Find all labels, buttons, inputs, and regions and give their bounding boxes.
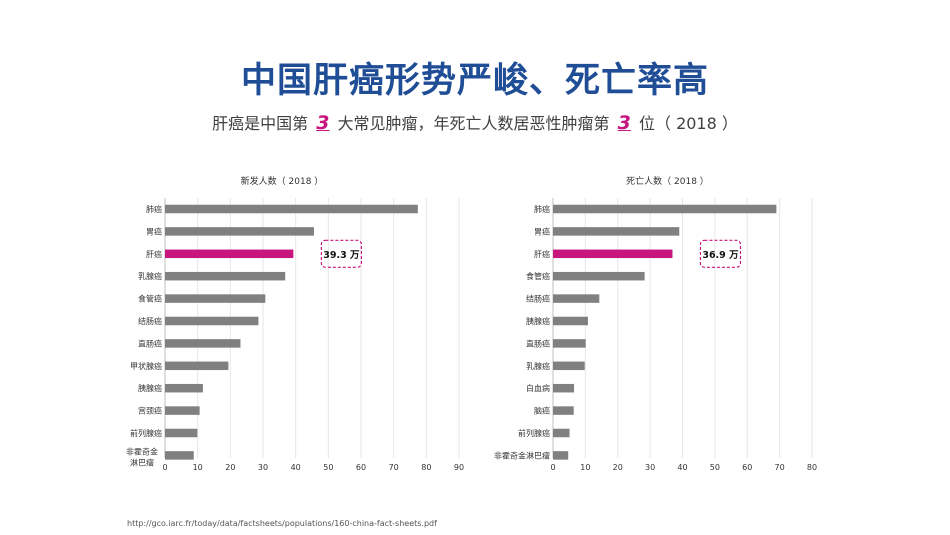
bar bbox=[553, 451, 569, 460]
bar bbox=[165, 204, 418, 214]
bar bbox=[553, 406, 574, 415]
category-label: 结肠癌 bbox=[526, 294, 550, 304]
category-label: 前列腺癌 bbox=[130, 428, 162, 438]
x-tick-label: 50 bbox=[710, 463, 720, 472]
x-tick-label: 70 bbox=[389, 463, 399, 472]
annotation-label: 39.3 万 bbox=[323, 250, 360, 261]
deaths-chart: 死亡人数（ 2018 ） 0 10 20 30 40 50 60 70 80 肺癌胃癌肝癌食管癌结肠… bbox=[488, 170, 858, 480]
x-tick-label: 80 bbox=[807, 463, 817, 472]
x-tick-label: 50 bbox=[323, 463, 333, 472]
bar bbox=[165, 294, 266, 303]
x-tick-label: 60 bbox=[742, 463, 752, 472]
chart-title: 新发人数（ 2018 ） bbox=[241, 175, 324, 187]
bar bbox=[165, 339, 241, 348]
x-tick-label: 0 bbox=[162, 463, 167, 472]
bar bbox=[553, 294, 600, 303]
bar bbox=[553, 227, 680, 236]
subtitle-part2: 大常见肿瘤，年死亡人数居恶性肿瘤第 bbox=[337, 114, 610, 133]
category-label: 食管癌 bbox=[526, 271, 550, 281]
bar bbox=[165, 383, 203, 393]
bar bbox=[165, 227, 314, 236]
bar bbox=[553, 383, 575, 393]
annotation-box bbox=[320, 239, 362, 268]
x-tick-label: 0 bbox=[550, 463, 555, 472]
category-label: 结肠癌 bbox=[138, 316, 162, 326]
bar bbox=[165, 271, 286, 281]
bar bbox=[553, 339, 586, 348]
category-label: 食管癌 bbox=[138, 294, 162, 304]
category-label: 宫颈癌 bbox=[138, 406, 162, 416]
category-label: 非霍奇金淋巴瘤 bbox=[126, 446, 158, 467]
source-url: http://gco.iarc.fr/today/data/factsheets… bbox=[127, 519, 437, 528]
category-label: 乳腺癌 bbox=[526, 361, 550, 371]
page-subtitle: 肝癌是中国第 3 大常见肿瘤，年死亡人数居恶性肿瘤第 3 位（ 2018 ） bbox=[0, 110, 950, 134]
category-label: 肺癌 bbox=[146, 204, 162, 214]
bar bbox=[553, 316, 588, 326]
category-label: 胃癌 bbox=[534, 226, 550, 236]
category-label: 肝癌 bbox=[534, 249, 550, 259]
bar bbox=[553, 361, 585, 371]
bar bbox=[165, 361, 229, 371]
category-label: 脑癌 bbox=[534, 406, 550, 416]
x-tick-label: 40 bbox=[677, 463, 687, 472]
x-tick-label: 60 bbox=[356, 463, 366, 472]
bar bbox=[165, 451, 194, 460]
category-label: 直肠癌 bbox=[526, 338, 550, 348]
bar bbox=[165, 316, 259, 326]
category-label-line: 淋巴瘤 bbox=[130, 457, 154, 467]
category-label: 前列腺癌 bbox=[518, 428, 550, 438]
x-tick-label: 10 bbox=[193, 463, 203, 472]
category-label-line: 非霍奇金 bbox=[126, 446, 158, 456]
x-tick-label: 10 bbox=[580, 463, 590, 472]
x-tick-label: 30 bbox=[645, 463, 655, 472]
bar bbox=[165, 406, 200, 415]
bar bbox=[553, 204, 777, 214]
new-cases-chart: 新发人数（ 2018 ） 0 10 20 30 40 50 60 70 80 90 肺癌胃癌肝癌乳腺癌… bbox=[100, 170, 470, 480]
x-tick-label: 20 bbox=[613, 463, 623, 472]
subtitle-rank1: 3 bbox=[316, 112, 330, 134]
category-label: 肝癌 bbox=[146, 249, 162, 259]
x-tick-label: 80 bbox=[421, 463, 431, 472]
bar-highlight bbox=[165, 249, 294, 259]
category-label: 白血病 bbox=[526, 383, 550, 393]
category-label: 胃癌 bbox=[146, 226, 162, 236]
category-label: 乳腺癌 bbox=[138, 271, 162, 281]
chart-svg: 死亡人数（ 2018 ） 0 10 20 30 40 50 60 70 80 肺癌胃癌肝癌食管癌结肠… bbox=[494, 175, 817, 472]
subtitle-rank2: 3 bbox=[617, 112, 631, 134]
category-label: 直肠癌 bbox=[138, 338, 162, 348]
chart-title: 死亡人数（ 2018 ） bbox=[626, 175, 709, 187]
subtitle-part1: 肝癌是中国第 bbox=[212, 114, 309, 133]
x-tick-label: 90 bbox=[454, 463, 464, 472]
category-label: 胰腺癌 bbox=[138, 383, 162, 393]
x-tick-label: 20 bbox=[225, 463, 235, 472]
x-tick-label: 70 bbox=[775, 463, 785, 472]
bar-highlight bbox=[553, 249, 673, 259]
annotation-box bbox=[699, 239, 742, 268]
category-label: 非霍奇金淋巴瘤 bbox=[494, 450, 550, 460]
annotation-label: 36.9 万 bbox=[702, 250, 739, 261]
page-title: 中国肝癌形势严峻、死亡率高 bbox=[240, 61, 709, 101]
category-label: 甲状腺癌 bbox=[130, 361, 162, 371]
category-label: 肺癌 bbox=[534, 204, 550, 214]
bar bbox=[553, 271, 645, 281]
bar bbox=[165, 428, 198, 438]
category-label: 胰腺癌 bbox=[526, 316, 550, 326]
subtitle-part3: 位（ 2018 ） bbox=[638, 114, 738, 133]
x-tick-label: 40 bbox=[291, 463, 301, 472]
chart-svg: 新发人数（ 2018 ） 0 10 20 30 40 50 60 70 80 90 肺癌胃癌肝癌乳腺癌… bbox=[126, 175, 464, 472]
bar bbox=[553, 428, 570, 438]
x-tick-label: 30 bbox=[258, 463, 268, 472]
